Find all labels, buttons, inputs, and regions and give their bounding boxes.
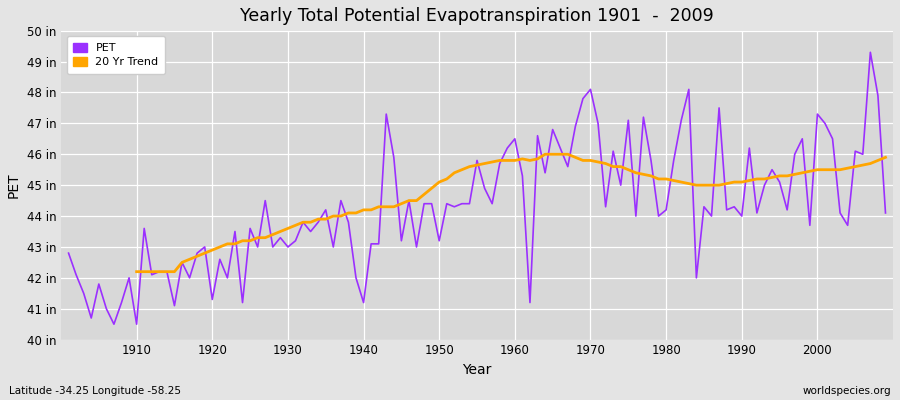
Text: Latitude -34.25 Longitude -58.25: Latitude -34.25 Longitude -58.25 <box>9 386 181 396</box>
20 Yr Trend <box>827 167 838 172</box>
PET <box>865 50 876 55</box>
20 Yr Trend <box>305 220 316 225</box>
Legend: PET, 20 Yr Trend: PET, 20 Yr Trend <box>67 36 166 74</box>
PET <box>131 322 142 326</box>
20 Yr Trend <box>585 158 596 163</box>
Title: Yearly Total Potential Evapotranspiration 1901  -  2009: Yearly Total Potential Evapotranspiratio… <box>240 7 714 25</box>
20 Yr Trend <box>131 269 142 274</box>
PET <box>509 136 520 141</box>
Line: 20 Yr Trend: 20 Yr Trend <box>137 154 886 272</box>
PET <box>608 149 618 154</box>
PET <box>63 251 74 256</box>
PET <box>109 322 120 326</box>
Text: worldspecies.org: worldspecies.org <box>803 386 891 396</box>
Line: PET: PET <box>68 52 886 324</box>
PET <box>880 210 891 215</box>
PET <box>343 220 354 225</box>
X-axis label: Year: Year <box>463 363 491 377</box>
20 Yr Trend <box>880 155 891 160</box>
Y-axis label: PET: PET <box>7 172 21 198</box>
20 Yr Trend <box>540 152 551 157</box>
20 Yr Trend <box>274 229 285 234</box>
PET <box>298 220 309 225</box>
20 Yr Trend <box>517 156 527 161</box>
PET <box>517 174 527 178</box>
20 Yr Trend <box>850 164 860 169</box>
